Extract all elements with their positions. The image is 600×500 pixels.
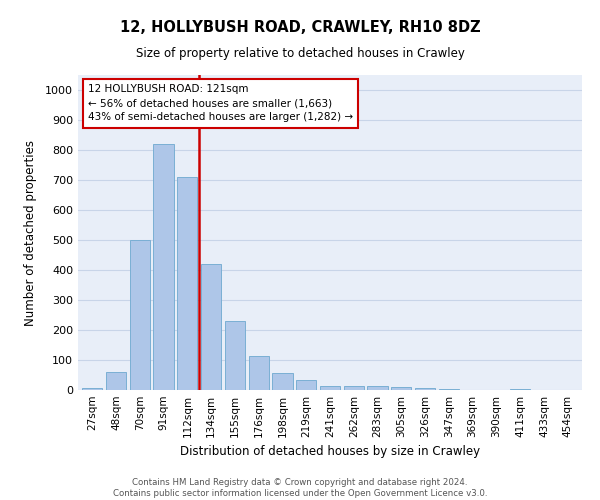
X-axis label: Distribution of detached houses by size in Crawley: Distribution of detached houses by size …: [180, 446, 480, 458]
Bar: [367, 386, 388, 390]
Bar: [439, 388, 459, 390]
Text: Size of property relative to detached houses in Crawley: Size of property relative to detached ho…: [136, 48, 464, 60]
Bar: [344, 386, 364, 390]
Bar: [201, 264, 221, 390]
Bar: [510, 388, 530, 390]
Bar: [415, 388, 435, 390]
Text: 12 HOLLYBUSH ROAD: 121sqm
← 56% of detached houses are smaller (1,663)
43% of se: 12 HOLLYBUSH ROAD: 121sqm ← 56% of detac…: [88, 84, 353, 122]
Bar: [177, 177, 197, 390]
Bar: [248, 356, 269, 390]
Bar: [82, 388, 103, 390]
Bar: [296, 380, 316, 390]
Text: Contains HM Land Registry data © Crown copyright and database right 2024.
Contai: Contains HM Land Registry data © Crown c…: [113, 478, 487, 498]
Bar: [106, 372, 126, 390]
Bar: [320, 386, 340, 390]
Text: 12, HOLLYBUSH ROAD, CRAWLEY, RH10 8DZ: 12, HOLLYBUSH ROAD, CRAWLEY, RH10 8DZ: [119, 20, 481, 35]
Y-axis label: Number of detached properties: Number of detached properties: [24, 140, 37, 326]
Bar: [272, 373, 293, 390]
Bar: [391, 387, 412, 390]
Bar: [130, 240, 150, 390]
Bar: [225, 321, 245, 390]
Bar: [154, 144, 173, 390]
